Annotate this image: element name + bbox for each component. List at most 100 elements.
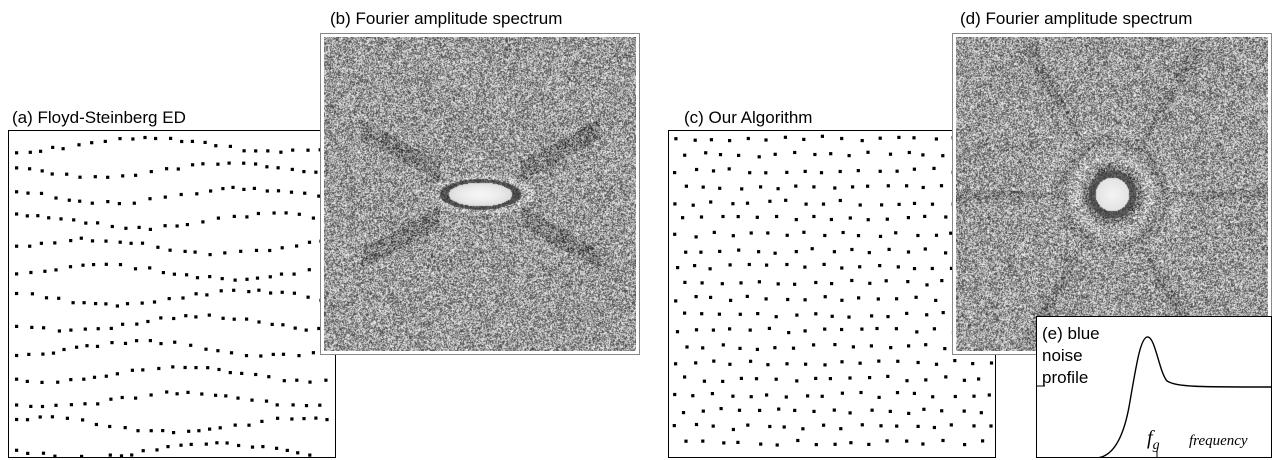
dither-dot <box>709 138 713 142</box>
dither-dot <box>701 409 705 413</box>
dither-dot <box>252 186 256 190</box>
dither-dot <box>673 232 677 236</box>
dither-dot <box>755 215 759 219</box>
dither-dot <box>912 201 917 205</box>
dither-dot <box>944 251 948 255</box>
dither-dot <box>930 202 935 206</box>
caption-our-algorithm: (c) Our Algorithm <box>684 108 813 127</box>
dither-dot <box>820 394 824 398</box>
dither-dot <box>694 361 698 365</box>
dither-dot <box>233 278 237 282</box>
dither-dot <box>757 280 761 284</box>
dither-dot <box>297 354 301 358</box>
dither-dot <box>858 203 862 207</box>
dither-dot <box>69 239 73 243</box>
dither-dot <box>718 249 722 253</box>
dither-dot <box>757 155 761 159</box>
dither-dot <box>118 137 122 141</box>
dither-dot <box>907 150 911 155</box>
dither-dot <box>934 233 939 237</box>
dither-dot <box>200 392 204 396</box>
dither-dot <box>125 302 130 306</box>
dither-dot <box>673 202 677 206</box>
dither-dot <box>717 312 721 316</box>
dither-dot <box>691 394 695 398</box>
dither-dot <box>67 198 71 202</box>
dither-dot <box>179 192 183 197</box>
dither-dot <box>939 184 944 188</box>
dither-dot <box>979 411 983 415</box>
dither-dot <box>905 379 909 383</box>
dither-dot <box>148 339 152 343</box>
dither-dot <box>75 345 79 349</box>
dither-dot <box>15 244 19 248</box>
dither-dot <box>934 137 938 141</box>
dither-dot <box>245 215 249 219</box>
dither-dot <box>208 253 212 257</box>
dither-dot <box>94 302 98 306</box>
dither-dot <box>878 234 883 238</box>
dither-dot <box>152 300 157 304</box>
dither-dot <box>292 272 296 276</box>
dither-dot <box>768 424 772 429</box>
dither-dot <box>256 211 260 216</box>
dither-dot <box>895 169 899 173</box>
dither-dot <box>736 440 740 444</box>
dither-dot <box>83 402 87 406</box>
dither-dot <box>810 247 814 251</box>
dither-dot <box>914 295 918 299</box>
dither-dot <box>728 263 732 267</box>
dither-dot <box>204 442 208 446</box>
dither-dot <box>773 152 777 156</box>
dither-dot <box>683 280 687 284</box>
dither-dot <box>924 343 928 347</box>
dither-dot <box>748 171 752 175</box>
dither-dot <box>683 153 687 157</box>
dither-dot <box>15 448 19 452</box>
dither-dot <box>130 368 134 372</box>
dither-dot <box>276 189 281 193</box>
dither-dot <box>314 416 318 420</box>
dither-dot <box>149 393 153 397</box>
fg-label: fg <box>1147 427 1160 453</box>
dither-dot <box>168 248 172 252</box>
dither-dot <box>15 151 19 155</box>
dither-dot <box>676 266 680 270</box>
dither-dot <box>691 203 695 207</box>
dither-dot <box>840 360 844 364</box>
dither-dot <box>728 139 732 143</box>
dither-dot <box>69 403 73 407</box>
dither-dot <box>830 282 834 286</box>
dither-dot <box>134 396 138 400</box>
dither-dot <box>963 443 967 447</box>
dither-dot <box>923 214 927 218</box>
dither-dot <box>674 299 678 303</box>
dither-dot <box>325 418 329 422</box>
dither-dot <box>265 189 269 193</box>
dither-dot <box>232 317 236 321</box>
dither-dot <box>242 149 246 153</box>
dither-dot <box>768 199 772 203</box>
dither-dot <box>205 293 209 297</box>
dither-dot <box>912 167 916 171</box>
dither-dot <box>189 343 193 347</box>
dither-dot <box>722 441 726 445</box>
dither-dot <box>247 290 251 294</box>
dither-dot <box>694 422 699 427</box>
dither-dot <box>851 345 855 349</box>
dither-dot <box>229 351 234 355</box>
dither-dot <box>119 454 124 457</box>
dither-dot <box>791 346 796 350</box>
dither-dot <box>915 330 919 334</box>
dither-dot <box>216 162 220 166</box>
dither-dot <box>758 408 762 412</box>
dither-dot <box>673 392 677 397</box>
dither-dot <box>193 250 197 254</box>
dither-dot <box>129 241 133 245</box>
dither-dot <box>183 365 187 370</box>
dither-dot <box>739 376 743 380</box>
dither-dot <box>711 169 716 173</box>
dither-dot <box>135 339 139 343</box>
dither-dot <box>324 378 328 382</box>
dither-dot <box>306 148 310 152</box>
